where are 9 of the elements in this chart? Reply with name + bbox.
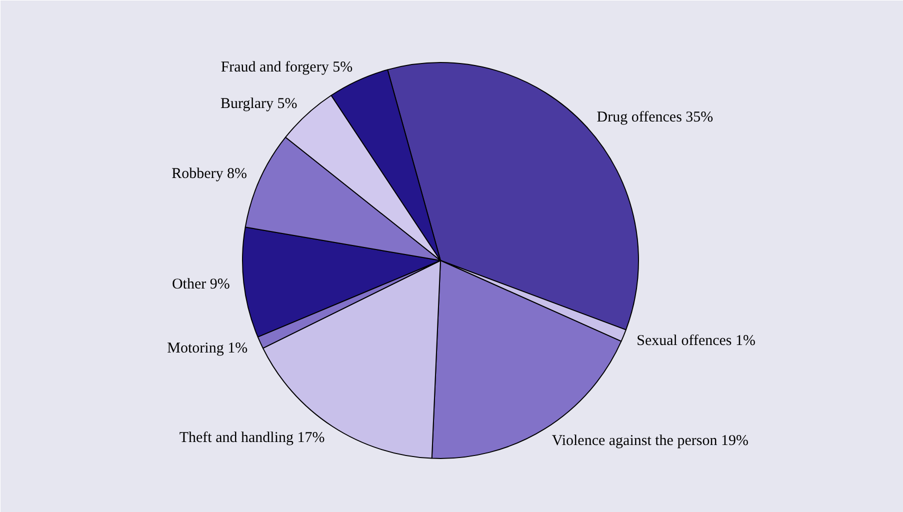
slice-label: Burglary 5% <box>220 96 298 112</box>
slice-label: Robbery 8% <box>172 166 247 182</box>
slice-label: Fraud and forgery 5% <box>220 60 353 76</box>
slice-label: Sexual offences 1% <box>636 332 756 349</box>
slice-label: Drug offences 35% <box>596 109 714 126</box>
slice-label: Theft and handling 17% <box>179 430 325 446</box>
slice-label: Other 9% <box>172 276 230 292</box>
slice-label: Violence against the person 19% <box>552 432 748 449</box>
slice-label: Motoring 1% <box>167 340 248 356</box>
